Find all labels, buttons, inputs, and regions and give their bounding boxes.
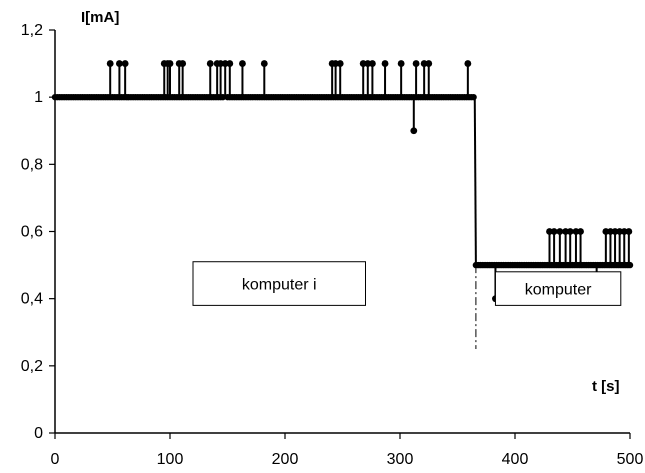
series-point	[470, 93, 477, 101]
spike-point	[179, 60, 187, 67]
spike-point	[410, 127, 418, 135]
series-group	[51, 60, 634, 303]
spike-point	[226, 60, 234, 67]
annotation-label: komputer	[525, 282, 592, 299]
series-step	[473, 97, 477, 266]
spike-point	[556, 228, 564, 235]
y-axis-label: I[mA]	[81, 9, 119, 26]
y-tick-label: 0,6	[21, 224, 43, 241]
spike-point	[166, 60, 174, 67]
y-tick-label: 1,2	[21, 22, 43, 39]
spike-point	[566, 228, 574, 235]
spike-point	[106, 60, 114, 67]
spike-point	[336, 60, 344, 67]
y-tick-label: 0	[34, 425, 43, 442]
annotation-group: komputer i komputer	[192, 261, 622, 306]
y-tick-label: 1	[34, 89, 43, 106]
annotation-box	[192, 261, 366, 306]
spike-point	[412, 60, 420, 67]
x-tick-label: 400	[502, 451, 529, 468]
x-axis-label: t [s]	[592, 378, 620, 395]
x-tick-label: 100	[157, 451, 184, 468]
annotation-label: komputer i	[242, 277, 317, 294]
series-point	[626, 261, 634, 269]
y-tick-label: 0,8	[21, 156, 43, 173]
y-tick-label: 0,4	[21, 291, 43, 308]
spike-point	[397, 60, 405, 67]
x-tick-label: 0	[51, 451, 60, 468]
spike-point	[369, 60, 376, 67]
x-tick-label: 500	[617, 451, 644, 468]
y-tick-label: 0,2	[21, 358, 43, 375]
annotation-box	[494, 271, 622, 306]
spike-point	[425, 60, 433, 67]
spike-point	[625, 228, 633, 235]
spike-point	[116, 60, 123, 67]
spike-point	[550, 228, 558, 235]
spike-point	[260, 60, 268, 67]
spike-point	[121, 60, 129, 67]
spike-point	[206, 60, 214, 67]
spike-point	[381, 60, 389, 67]
x-tick-label: 300	[387, 451, 414, 468]
x-tick-label: 200	[272, 451, 299, 468]
spike-point	[464, 60, 472, 67]
spike-point	[239, 60, 246, 67]
spike-point	[577, 228, 584, 235]
axis-ticks: 0 0,2 0,4 0,6 0,8 1 1,2 0 100 200 300 400 500	[21, 22, 644, 468]
